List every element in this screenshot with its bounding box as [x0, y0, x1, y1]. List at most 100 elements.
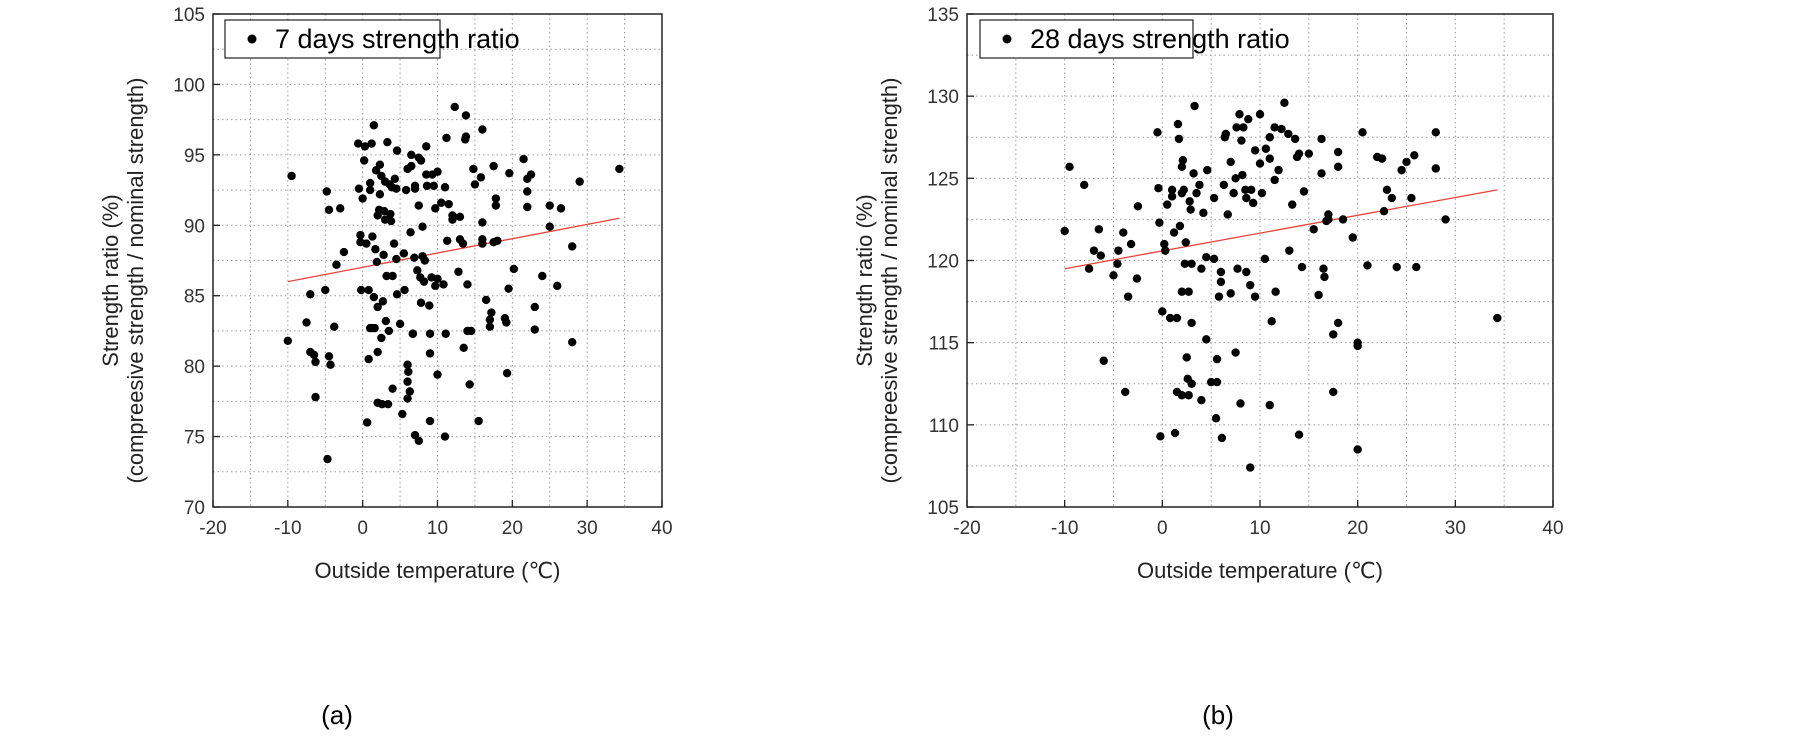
data-point	[530, 325, 539, 334]
data-point	[326, 360, 335, 369]
data-point	[1329, 330, 1338, 339]
data-point	[386, 216, 396, 226]
data-point	[1126, 239, 1136, 249]
data-point	[1177, 391, 1187, 400]
data-point	[425, 329, 435, 338]
data-point	[455, 212, 465, 222]
data-point	[1195, 180, 1204, 190]
y-axis-title: Strength ratio (%)	[98, 194, 123, 366]
data-point	[1209, 193, 1219, 203]
data-point	[441, 329, 450, 338]
data-point	[375, 190, 385, 199]
data-point	[416, 156, 426, 165]
data-point	[399, 249, 409, 258]
data-point	[433, 167, 442, 176]
data-point	[504, 284, 513, 293]
data-point	[1265, 400, 1274, 410]
data-point	[353, 139, 363, 148]
data-point	[1170, 428, 1180, 438]
data-point	[360, 142, 370, 151]
y-axis-subtitle: (compreesive strength / nominal strength…	[877, 78, 902, 484]
data-point	[1065, 162, 1074, 172]
data-point	[365, 185, 375, 195]
y-tick-label: 100	[173, 75, 205, 96]
data-point	[1304, 149, 1314, 158]
data-point	[523, 187, 532, 196]
legend-marker	[247, 34, 257, 44]
x-axis-title: Outside temperature (℃)	[314, 558, 560, 583]
data-point	[1297, 262, 1307, 272]
data-point	[1231, 348, 1240, 357]
y-tick-label: 80	[184, 357, 205, 378]
data-point	[362, 239, 371, 248]
x-tick-label: 20	[502, 518, 523, 539]
data-point	[1177, 162, 1187, 172]
data-points	[283, 102, 624, 464]
data-point	[1280, 98, 1289, 107]
data-point	[414, 201, 423, 210]
data-point	[1412, 262, 1421, 272]
figure-caption: (b)	[1202, 700, 1234, 730]
data-point	[439, 280, 448, 289]
data-point	[414, 436, 423, 445]
data-point	[1178, 156, 1188, 165]
y-tick-label: 105	[173, 5, 205, 26]
data-point	[362, 418, 372, 427]
data-point	[1250, 146, 1260, 155]
data-point	[1214, 292, 1224, 301]
x-tick-label: 10	[427, 518, 448, 539]
data-point	[1132, 274, 1142, 283]
x-axis-title: Outside temperature (℃)	[1137, 558, 1383, 583]
x-tick-label: -10	[1051, 518, 1078, 539]
data-point	[1270, 175, 1279, 185]
data-point	[1242, 193, 1251, 203]
data-point	[1189, 169, 1198, 178]
data-point	[1187, 318, 1196, 328]
data-point	[408, 329, 418, 338]
y-tick-label: 115	[929, 334, 959, 355]
data-point	[1182, 353, 1191, 362]
data-point	[302, 318, 311, 327]
data-point	[1212, 354, 1222, 364]
data-point	[283, 336, 293, 345]
data-point	[1284, 129, 1293, 139]
data-point	[1190, 101, 1199, 111]
trend-line	[287, 217, 620, 283]
data-point	[373, 302, 382, 312]
data-point	[440, 183, 450, 192]
data-point	[568, 242, 577, 251]
data-point	[440, 432, 450, 441]
x-tick-label: 10	[1249, 518, 1270, 539]
data-point	[487, 308, 496, 317]
data-point	[336, 204, 345, 213]
legend-box	[224, 19, 441, 59]
data-point	[1154, 183, 1163, 193]
y-tick-label: 90	[184, 216, 205, 237]
data-point	[431, 204, 440, 213]
data-point	[1223, 210, 1232, 219]
data-point	[1099, 356, 1108, 365]
data-point	[1161, 246, 1170, 255]
data-point	[359, 156, 369, 165]
data-point	[478, 125, 487, 134]
data-point	[416, 298, 426, 307]
data-point	[1226, 157, 1235, 167]
data-point	[1165, 313, 1175, 323]
data-point	[1255, 110, 1265, 119]
data-point	[364, 354, 373, 364]
data-point	[1274, 165, 1283, 175]
data-point	[526, 170, 536, 179]
data-point	[485, 315, 495, 324]
data-point	[356, 285, 366, 295]
data-point	[1294, 430, 1304, 439]
data-point	[1184, 287, 1193, 296]
data-point	[321, 285, 330, 295]
data-point	[1221, 129, 1231, 139]
data-point	[1180, 259, 1189, 268]
data-point	[1231, 174, 1240, 183]
data-point	[425, 416, 435, 426]
legend: 7 days strength ratio	[224, 19, 520, 59]
data-point	[545, 201, 554, 210]
data-point	[1113, 259, 1122, 268]
data-point	[1363, 261, 1372, 270]
